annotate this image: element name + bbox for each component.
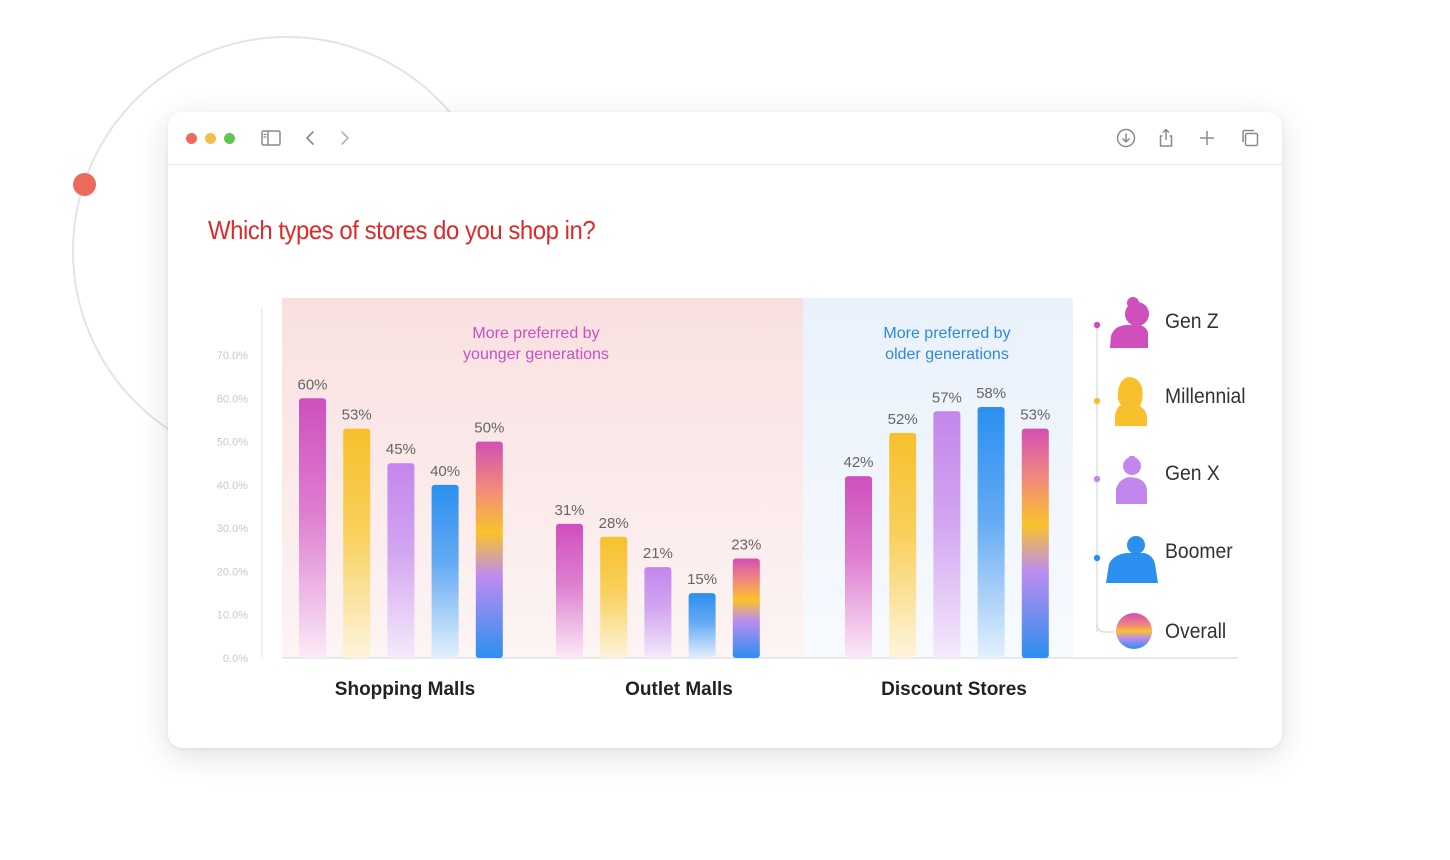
back-icon[interactable]: [299, 126, 323, 150]
bar-shopping-malls-boomer: [431, 484, 459, 658]
annotation-young-line2: younger generations: [463, 346, 609, 363]
annotation-young-line1: More preferred by: [472, 325, 599, 342]
data-label-discount-stores-boomer: 58%: [976, 385, 1006, 402]
millennial-silhouette-icon: [1115, 377, 1147, 426]
bar-outlet-malls-millennial: [600, 536, 628, 658]
bar-outlet-malls-overall: [732, 558, 760, 658]
legend-dot-boomer: [1093, 554, 1101, 562]
category-label-shopping-malls: Shopping Malls: [335, 679, 475, 700]
y-tick-label: 0.0%: [223, 653, 248, 665]
legend-label-millennial: Millennial: [1165, 385, 1246, 408]
category-label-outlet-malls: Outlet Malls: [625, 679, 733, 700]
category-label-discount-stores: Discount Stores: [881, 679, 1027, 700]
y-tick-label: 10.0%: [217, 610, 248, 622]
forward-icon[interactable]: [332, 126, 356, 150]
data-label-discount-stores-overall: 53%: [1020, 407, 1050, 424]
boomer-silhouette-icon: [1106, 536, 1158, 583]
sidebar-icon[interactable]: [259, 126, 283, 150]
legend-dot-millennial: [1093, 397, 1101, 405]
maximize-window-button[interactable]: [224, 133, 235, 144]
bar-discount-stores-gen-x: [933, 411, 961, 658]
bar-shopping-malls-millennial: [343, 428, 371, 658]
data-label-shopping-malls-gen-z: 60%: [297, 376, 327, 393]
y-tick-label: 20.0%: [217, 566, 248, 578]
legend-dot-gen-x: [1093, 475, 1101, 483]
decorative-dot: [73, 173, 96, 196]
new-tab-icon[interactable]: [1195, 126, 1219, 150]
y-tick-label: 30.0%: [217, 523, 248, 535]
bar-chart: More preferred by younger generations Mo…: [217, 297, 1238, 700]
legend-label-gen-z: Gen Z: [1165, 310, 1219, 333]
data-label-outlet-malls-overall: 23%: [731, 536, 761, 553]
bar-discount-stores-gen-z: [845, 476, 872, 658]
bar-shopping-malls-gen-z: [299, 398, 326, 658]
browser-toolbar: [168, 112, 1282, 165]
chart-legend: [1093, 297, 1158, 649]
bar-outlet-malls-boomer: [688, 593, 716, 658]
gen-z-silhouette-icon: [1110, 297, 1149, 348]
bar-discount-stores-overall: [1021, 428, 1049, 658]
close-window-button[interactable]: [186, 133, 197, 144]
bar-shopping-malls-overall: [475, 441, 503, 658]
bar-outlet-malls-gen-x: [644, 567, 672, 658]
y-tick-label: 70.0%: [217, 350, 248, 362]
bar-outlet-malls-gen-z: [556, 523, 583, 658]
tabs-icon[interactable]: [1238, 126, 1262, 150]
annotation-old-line2: older generations: [885, 346, 1009, 363]
data-label-discount-stores-gen-z: 42%: [843, 454, 873, 471]
data-label-outlet-malls-millennial: 28%: [599, 515, 629, 532]
y-tick-label: 50.0%: [217, 437, 248, 449]
bar-discount-stores-millennial: [889, 432, 917, 658]
data-label-outlet-malls-boomer: 15%: [687, 571, 717, 588]
share-icon[interactable]: [1154, 126, 1178, 150]
data-label-shopping-malls-overall: 50%: [474, 420, 504, 437]
data-label-shopping-malls-boomer: 40%: [430, 463, 460, 480]
gen-x-silhouette-icon: [1116, 456, 1147, 504]
bar-shopping-malls-gen-x: [387, 463, 415, 658]
browser-window: Which types of stores do you shop in?: [168, 112, 1282, 748]
legend-connector-elbow: [1096, 623, 1114, 633]
data-label-outlet-malls-gen-z: 31%: [554, 502, 584, 519]
annotation-old-line1: More preferred by: [883, 325, 1010, 342]
legend-label-gen-x: Gen X: [1165, 462, 1220, 485]
overall-swatch-icon: [1116, 613, 1152, 649]
download-icon[interactable]: [1114, 126, 1138, 150]
legend-label-boomer: Boomer: [1165, 540, 1233, 563]
data-label-shopping-malls-gen-x: 45%: [386, 441, 416, 458]
chart-title: Which types of stores do you shop in?: [208, 215, 596, 245]
data-label-discount-stores-gen-x: 57%: [932, 389, 962, 406]
data-label-discount-stores-millennial: 52%: [888, 411, 918, 428]
y-tick-label: 40.0%: [217, 480, 248, 492]
bar-discount-stores-boomer: [977, 406, 1005, 658]
data-label-outlet-malls-gen-x: 21%: [643, 545, 673, 562]
y-tick-label: 60.0%: [217, 393, 248, 405]
legend-dot-gen-z: [1093, 321, 1101, 329]
legend-label-overall: Overall: [1165, 620, 1227, 643]
minimize-window-button[interactable]: [205, 133, 216, 144]
data-label-shopping-malls-millennial: 53%: [342, 407, 372, 424]
